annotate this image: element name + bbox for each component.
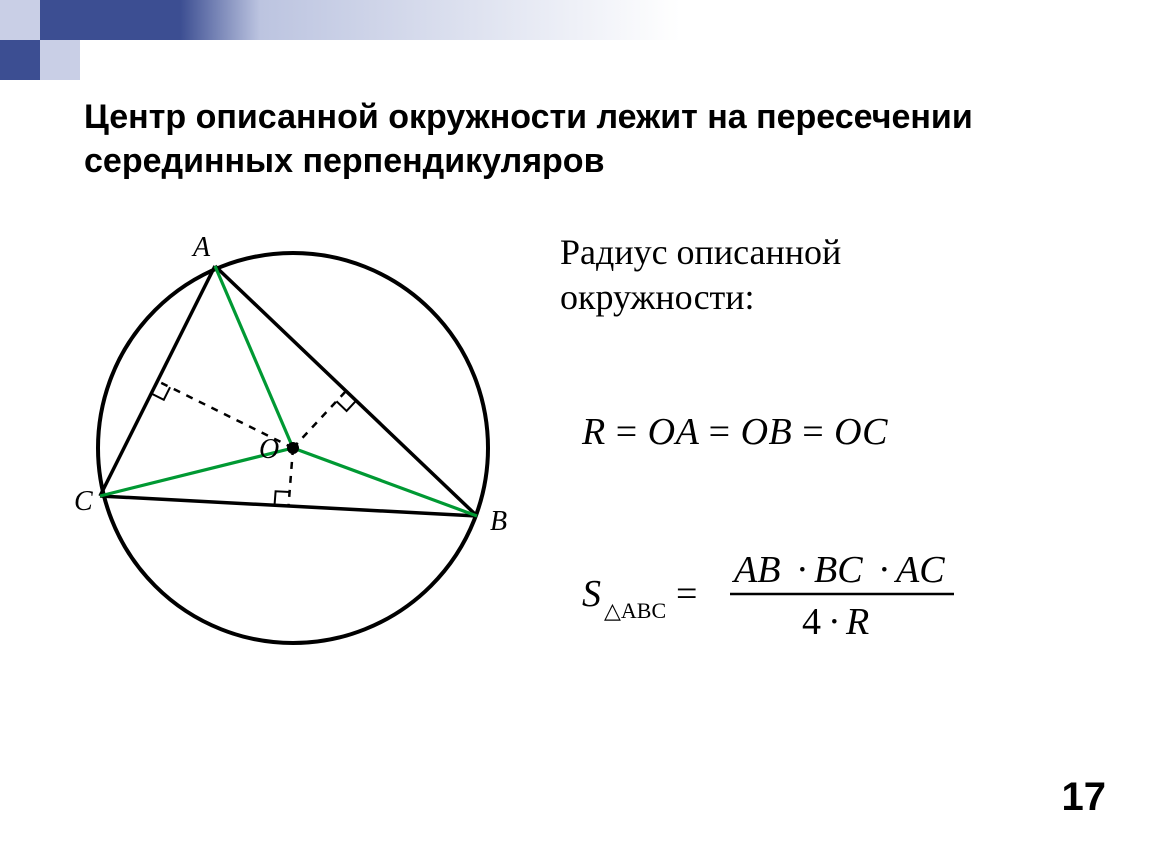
eq1-R: R xyxy=(582,411,606,453)
label-O: O xyxy=(259,434,279,465)
eq2-dot1: · xyxy=(796,549,809,591)
right-angle-BC xyxy=(275,491,290,505)
eq2-sub: △ABC xyxy=(604,598,666,623)
radius-OA xyxy=(215,266,293,448)
eq2-AC: AC xyxy=(893,549,945,591)
eq2-AB: AB xyxy=(731,549,780,591)
slide: Центр описанной окружности лежит на пере… xyxy=(0,0,1150,864)
perp-to-BC xyxy=(289,448,294,506)
subtitle-line-1: Радиус описанной xyxy=(560,232,841,272)
eq2-den4: 4 xyxy=(802,601,821,643)
right-angle-AB xyxy=(336,401,356,411)
radius-OB xyxy=(293,448,477,516)
circumscribed-circle-diagram: A B C O xyxy=(70,220,510,700)
page-number: 17 xyxy=(1062,775,1107,820)
eq1-OB: OB xyxy=(741,411,793,453)
equation-area: S △ABC = AB · BC · AC 4 · R xyxy=(582,546,1062,651)
header-gradient-bar xyxy=(0,0,1150,40)
eq2-dot2: · xyxy=(878,549,891,591)
eq1-eq1: = xyxy=(616,411,648,453)
eq1-eq3: = xyxy=(802,411,834,453)
eq2-BC: BC xyxy=(814,549,863,591)
eq2-dot3: · xyxy=(828,601,841,643)
slide-title: Центр описанной окружности лежит на пере… xyxy=(84,96,1104,183)
subtitle: Радиус описанной окружности: xyxy=(560,230,841,320)
label-A: A xyxy=(191,232,211,263)
eq2-equals: = xyxy=(676,573,697,615)
equation-radius: R = OA = OB = OC xyxy=(582,410,888,454)
eq2-denR: R xyxy=(845,601,869,643)
label-B: B xyxy=(490,506,507,537)
center-point xyxy=(287,442,299,454)
eq1-OA: OA xyxy=(648,411,699,453)
perp-to-AB xyxy=(293,391,346,448)
label-C: C xyxy=(74,486,93,517)
eq1-OC: OC xyxy=(834,411,888,453)
equation-area-svg: S △ABC = AB · BC · AC 4 · R xyxy=(582,546,1062,646)
subtitle-line-2: окружности: xyxy=(560,277,755,317)
eq1-eq2: = xyxy=(709,411,741,453)
eq2-S: S xyxy=(582,573,601,615)
